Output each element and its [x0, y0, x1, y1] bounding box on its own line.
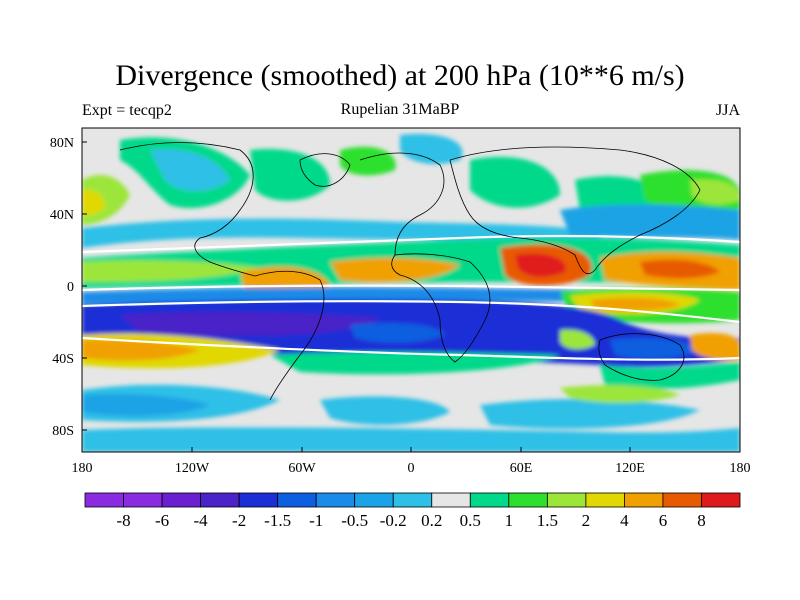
colorbar-swatch [392, 492, 433, 508]
colorbar-swatch [238, 492, 279, 508]
colorbar-label: 6 [659, 511, 668, 530]
field-region [320, 396, 450, 425]
lon-axis: 180 120W 60W 0 60E 120E 180 [72, 447, 751, 476]
colorbar-swatch [123, 492, 163, 508]
map-field [82, 128, 740, 452]
colorbar-label: -4 [194, 511, 209, 530]
colorbar-label: -1 [309, 511, 323, 530]
lat-tick-label: 40S [52, 352, 74, 367]
lat-tick-label: 80N [50, 136, 74, 151]
colorbar-label: -2 [232, 511, 246, 530]
field-region [150, 149, 230, 192]
lon-tick-label: 180 [72, 461, 93, 476]
colorbar-label: -0.2 [380, 511, 407, 530]
experiment-label: Expt = tecqp2 [82, 102, 172, 119]
field-region [560, 204, 740, 240]
colorbar-swatch [469, 492, 510, 508]
lon-tick-label: 120E [615, 461, 645, 476]
colorbar-label: 2 [582, 511, 591, 530]
colorbar-label: 0.5 [460, 511, 481, 530]
colorbar-label: -8 [116, 511, 130, 530]
colorbar-swatch [161, 492, 201, 508]
colorbar-swatch [431, 492, 471, 508]
field-region [82, 189, 105, 216]
field-region [560, 385, 680, 403]
field-region [340, 146, 396, 176]
zero-contours [82, 234, 740, 361]
colorbar-swatch [354, 492, 394, 508]
colorbar-swatch [662, 492, 702, 508]
colorbar-label: 1.5 [537, 511, 558, 530]
field-region [640, 259, 720, 279]
colorbar-swatch [585, 492, 625, 508]
field-region [82, 260, 260, 282]
field-region [250, 149, 330, 201]
colorbar-label: 4 [620, 511, 629, 530]
field-region [400, 134, 463, 165]
lon-tick-label: 60W [288, 461, 316, 476]
colorbar-swatch [84, 492, 124, 508]
colorbar-label: 0.2 [421, 511, 442, 530]
colorbar-swatch [508, 492, 548, 508]
coastlines [82, 142, 740, 452]
colorbar-label: -1.5 [264, 511, 291, 530]
lat-tick-label: 0 [67, 280, 74, 295]
colorbar-swatch [546, 492, 587, 508]
field-region [330, 258, 460, 283]
colorbar-label: -0.5 [341, 511, 368, 530]
lat-tick-label: 80S [52, 424, 74, 439]
period-label: Rupelian 31MaBP [340, 101, 460, 118]
map-title: Divergence (smoothed) at 200 hPa (10**6 … [115, 59, 685, 92]
lon-tick-label: 0 [408, 461, 415, 476]
colorbar-label: 8 [697, 511, 706, 530]
lat-axis: 80N 40N 0 40S 80S [50, 136, 87, 439]
lon-tick-label: 180 [730, 461, 751, 476]
field-region [82, 339, 200, 361]
field-region [350, 323, 445, 343]
season-label: JJA [715, 102, 740, 119]
field-region [590, 297, 680, 312]
field-region [690, 333, 740, 361]
lon-tick-label: 60E [510, 461, 533, 476]
colorbar-swatch [200, 492, 240, 508]
lon-tick-label: 120W [175, 461, 210, 476]
colorbar-swatch [624, 492, 664, 508]
field-region [120, 312, 380, 336]
field-region [270, 351, 560, 375]
colorbar-label: 1 [505, 511, 514, 530]
colorbar-label: -6 [155, 511, 169, 530]
field-region [690, 179, 740, 205]
field-region [470, 156, 560, 208]
field-region [515, 253, 566, 277]
field-region [82, 394, 210, 416]
field-region [480, 398, 700, 429]
field-region [82, 427, 740, 452]
colorbar-swatch [315, 492, 356, 508]
field-region [600, 362, 740, 390]
lat-tick-label: 40N [50, 208, 74, 223]
colorbar: -8 -6 -4 -2 -1.5 -1 -0.5 -0.2 0.2 0.5 1 1.5 2 4 6 8 [84, 492, 741, 530]
colorbar-swatch [701, 492, 741, 508]
field-region [560, 329, 595, 350]
colorbar-swatch [277, 492, 317, 508]
